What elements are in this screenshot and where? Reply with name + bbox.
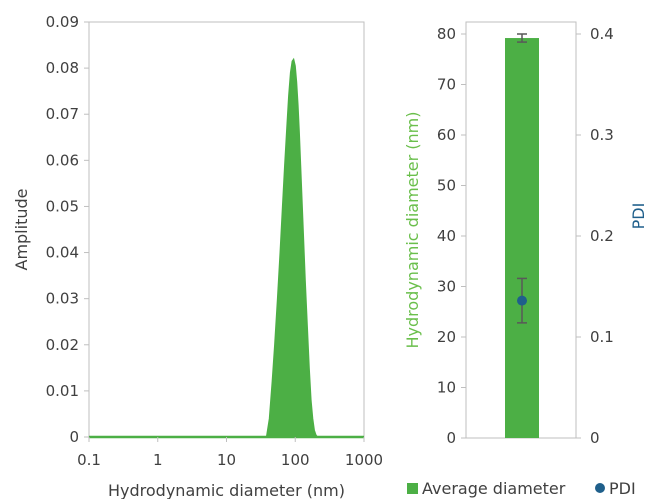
distribution-x-tick-label: 10 [217, 451, 236, 469]
distribution-y-tick-label: 0.08 [46, 59, 79, 77]
summary-right-y-tick-label: 0.2 [590, 227, 614, 245]
distribution-x-axis-label: Hydrodynamic diameter (nm) [108, 481, 345, 499]
distribution-y-tick-label: 0.03 [46, 290, 79, 308]
summary-left-y-tick-label: 30 [437, 278, 456, 296]
legend: Average diameter PDI [407, 479, 636, 498]
distribution-y-tick-label: 0.07 [46, 105, 79, 123]
distribution-x-tick-label: 1 [153, 451, 163, 469]
distribution-y-tick-label: 0.06 [46, 151, 79, 169]
distribution-y-tick-label: 0.02 [46, 336, 79, 354]
distribution-x-ticks: 0.1 1 10 100 1000 [77, 437, 383, 469]
pdi-point [517, 295, 527, 306]
summary-left-y-tick-label: 70 [437, 76, 456, 94]
summary-right-y-tick-label: 0.3 [590, 126, 614, 144]
summary-left-y-axis-label: Hydrodynamic diameter (nm) [403, 112, 422, 349]
distribution-y-tick-label: 0 [69, 428, 79, 446]
summary-right-y-tick-label: 0 [590, 429, 600, 447]
distribution-y-tick-label: 0.05 [46, 197, 79, 215]
distribution-y-tick-label: 0.04 [46, 244, 79, 262]
legend-pdi-swatch [595, 483, 605, 493]
average-diameter-bar [505, 38, 539, 438]
legend-average-diameter-swatch [407, 483, 418, 494]
summary-left-y-tick-label: 60 [437, 126, 456, 144]
distribution-plot-frame [88, 21, 365, 438]
summary-right-y-axis-label: PDI [629, 203, 648, 230]
legend-pdi-label: PDI [609, 479, 636, 498]
distribution-y-ticks: 0 0.01 0.02 0.03 0.04 0.05 0.06 0.07 0.08 0.09 [46, 13, 89, 446]
summary-left-y-ticks: 0 10 20 30 40 50 60 70 80 [437, 25, 466, 447]
summary-left-y-tick-label: 0 [446, 429, 456, 447]
summary-left-y-tick-label: 20 [437, 328, 456, 346]
summary-right-y-tick-label: 0.4 [590, 25, 614, 43]
summary-left-y-tick-label: 50 [437, 177, 456, 195]
summary-left-y-tick-label: 10 [437, 379, 456, 397]
summary-left-y-tick-label: 40 [437, 227, 456, 245]
distribution-x-tick-label: 100 [281, 451, 310, 469]
distribution-chart: 0 0.01 0.02 0.03 0.04 0.05 0.06 0.07 0.08 0.09 0.… [12, 13, 383, 500]
summary-right-y-tick-label: 0.1 [590, 328, 614, 346]
summary-chart: 0 10 20 30 40 50 60 70 80 0 0.1 0.2 0.3 0.4 Hydrodyn… [403, 21, 648, 498]
distribution-y-tick-label: 0.09 [46, 13, 79, 31]
distribution-area [89, 57, 364, 438]
distribution-y-axis-label: Amplitude [12, 189, 31, 271]
distribution-y-tick-label: 0.01 [46, 382, 79, 400]
legend-average-diameter-label: Average diameter [422, 479, 566, 498]
distribution-x-tick-label: 1000 [345, 451, 383, 469]
average-diameter-error-bar [517, 33, 527, 43]
summary-left-y-tick-label: 80 [437, 25, 456, 43]
summary-right-y-ticks: 0 0.1 0.2 0.3 0.4 [576, 25, 614, 447]
distribution-x-tick-label: 0.1 [77, 451, 101, 469]
